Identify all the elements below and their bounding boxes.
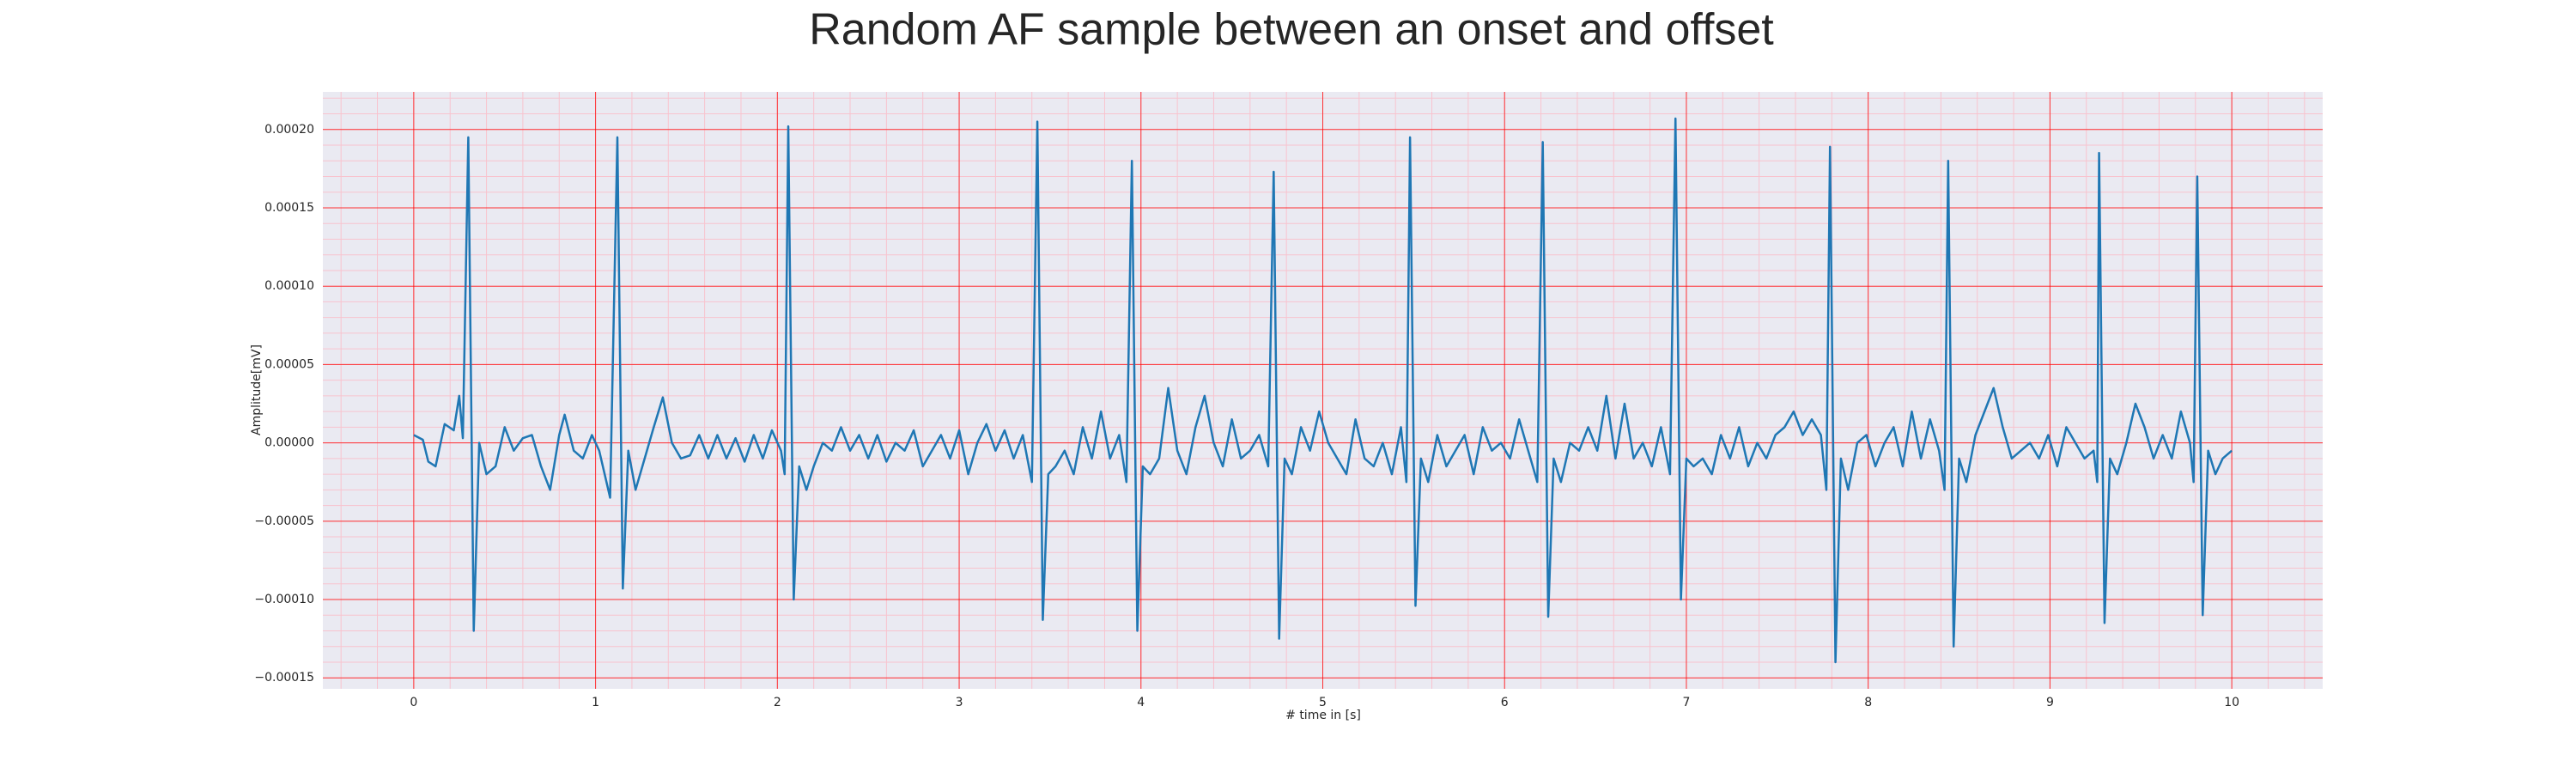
x-tick-label: 10 [2224,696,2239,709]
x-tick-label: 2 [774,696,781,709]
y-tick-label: 0.00020 [264,123,314,137]
y-tick-label: 0.00015 [264,201,314,215]
x-tick-label: 8 [1864,696,1872,709]
x-tick-label: 0 [410,696,417,709]
x-tick-label: 6 [1501,696,1509,709]
x-tick-label: 1 [592,696,599,709]
y-tick-label: 0.00010 [264,279,314,293]
y-tick-label: −0.00005 [254,514,314,528]
y-tick-label: −0.00015 [254,671,314,685]
x-tick-label: 3 [956,696,963,709]
x-tick-label: 7 [1682,696,1690,709]
y-tick-label: 0.00005 [264,357,314,371]
y-axis-label: Amplitude[mV] [250,344,264,435]
x-tick-label: 9 [2046,696,2054,709]
x-axis-label: # time in [s] [1285,709,1361,722]
chart-title: Random AF sample between an onset and of… [809,5,1774,55]
x-tick-label: 4 [1137,696,1145,709]
y-tick-label: −0.00010 [254,593,314,606]
signal-line [413,117,2233,664]
y-tick-label: 0.00000 [264,436,314,450]
x-tick-label: 5 [1319,696,1327,709]
